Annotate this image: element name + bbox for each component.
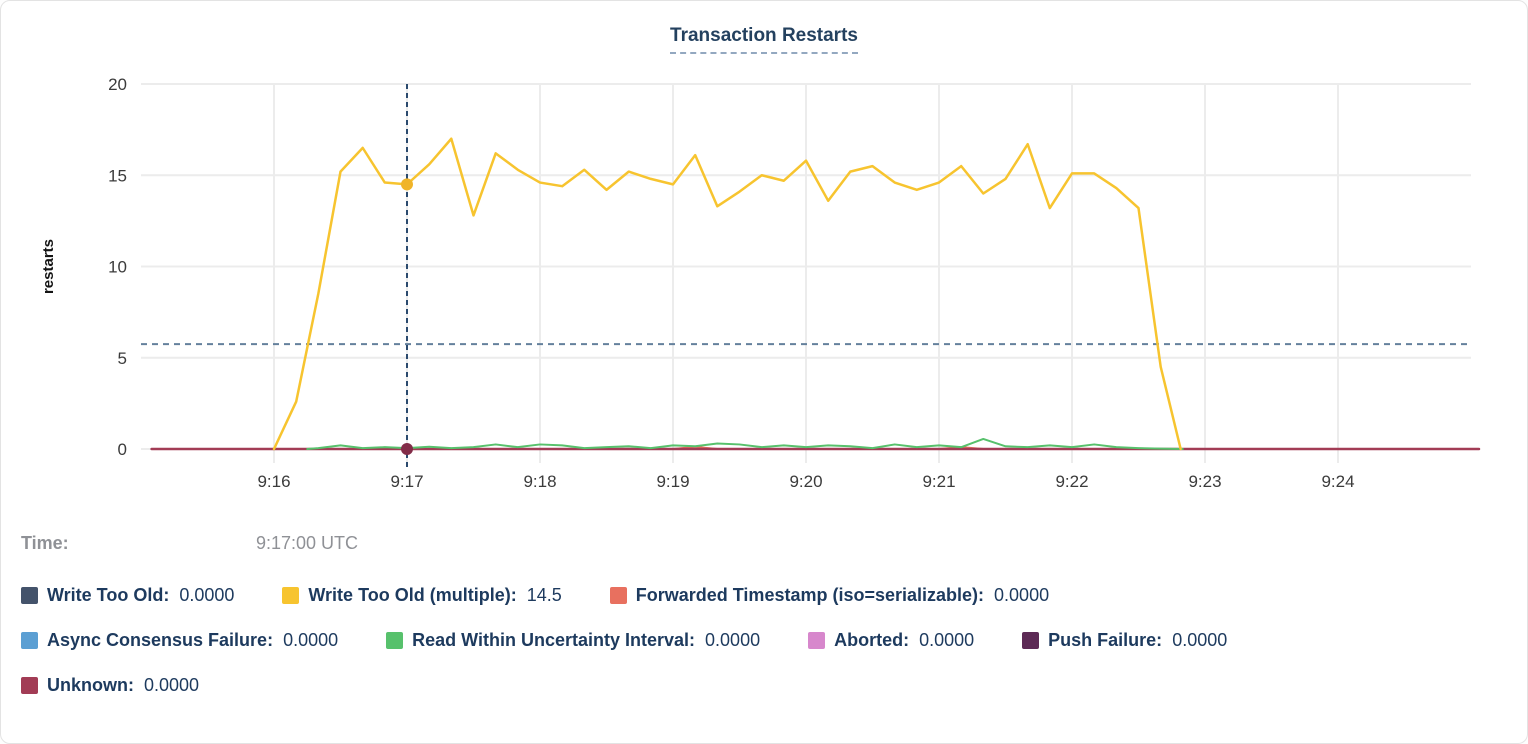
svg-text:9:22: 9:22 [1055,472,1088,491]
push-failure-swatch-icon [1022,632,1040,649]
legend-item-write-too-old-multiple: Write Too Old (multiple): 14.5 [282,585,562,606]
legend-label: Push Failure: [1048,630,1163,650]
svg-text:9:24: 9:24 [1321,472,1354,491]
forwarded-timestamp-swatch-icon [609,587,627,604]
write-too-old-multiple-swatch-icon [282,587,300,604]
chart-title[interactable]: Transaction Restarts [670,25,858,54]
transaction-restarts-chart[interactable]: 9:16 9:17 9:18 9:19 9:20 9:21 9:22 9:23 9:24 0 5 10… [1,1,1528,521]
legend-item-aborted: Aborted: 0.0000 [808,630,974,651]
legend-item-async-consensus-failure: Async Consensus Failure: 0.0000 [21,630,338,651]
legend-value: 0.0000 [179,585,235,605]
svg-text:9:19: 9:19 [656,472,689,491]
svg-text:20: 20 [108,75,127,94]
legend-label: Write Too Old: [47,585,170,605]
svg-text:10: 10 [108,258,127,277]
time-value: 9:17:00 UTC [256,533,359,553]
legend-item-forwarded-timestamp: Forwarded Timestamp (iso=serializable): … [609,585,1050,606]
legend-item-read-within-uncertainty: Read Within Uncertainty Interval: 0.0000 [386,630,760,651]
svg-text:9:16: 9:16 [257,472,290,491]
legend-value: 0.0000 [283,630,339,650]
read-within-uncertainty-swatch-icon [386,632,404,649]
legend-value: 0.0000 [1172,630,1228,650]
svg-text:9:23: 9:23 [1188,472,1221,491]
legend-row-2: Async Consensus Failure: 0.0000 Read Wit… [21,630,1227,651]
legend-value: 0.0000 [144,675,200,695]
svg-text:15: 15 [108,166,127,185]
write-too-old-swatch-icon [21,587,38,604]
svg-text:restarts: restarts [40,239,57,294]
async-consensus-failure-swatch-icon [21,632,38,649]
unknown-swatch-icon [21,677,38,694]
legend-value: 0.0000 [705,630,761,650]
svg-text:9:21: 9:21 [922,472,955,491]
time-label: Time: [21,533,69,553]
svg-text:5: 5 [118,349,127,368]
legend-label: Aborted: [834,630,910,650]
legend-row-3: Unknown: 0.0000 [21,675,199,696]
aborted-swatch-icon [808,632,826,649]
svg-text:9:20: 9:20 [789,472,822,491]
hover-time-row: Time: 9:17:00 UTC [21,533,358,554]
svg-text:9:17: 9:17 [390,472,423,491]
legend-item-write-too-old: Write Too Old: 0.0000 [21,585,234,606]
legend-label: Write Too Old (multiple): [308,585,517,605]
legend-value: 14.5 [526,585,562,605]
svg-text:0: 0 [118,440,127,459]
chart-header: Transaction Restarts [1,25,1527,54]
legend-label: Forwarded Timestamp (iso=serializable): [635,585,985,605]
legend-item-unknown: Unknown: 0.0000 [21,675,199,696]
legend-label: Async Consensus Failure: [47,630,274,650]
legend-value: 0.0000 [994,585,1050,605]
svg-text:9:18: 9:18 [523,472,556,491]
legend-value: 0.0000 [919,630,975,650]
legend-label: Read Within Uncertainty Interval: [412,630,696,650]
legend-label: Unknown: [47,675,134,695]
legend-row-1: Write Too Old: 0.0000 Write Too Old (mul… [21,585,1049,606]
legend-item-push-failure: Push Failure: 0.0000 [1022,630,1227,651]
